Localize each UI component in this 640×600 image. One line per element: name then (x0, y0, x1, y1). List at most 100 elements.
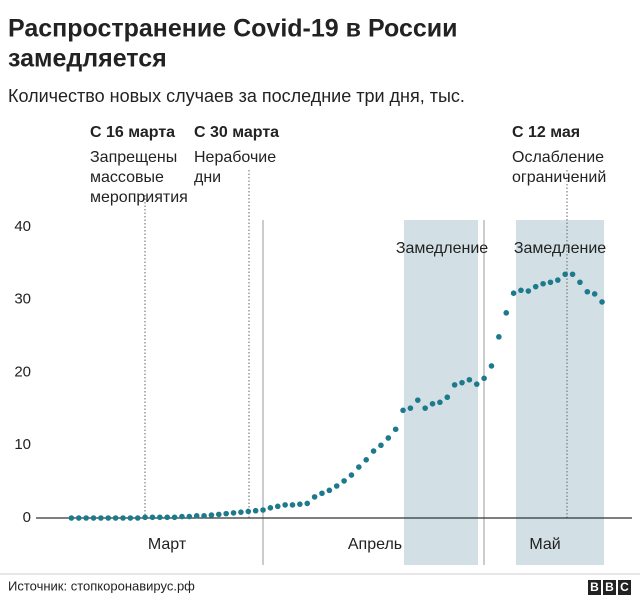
dot (201, 513, 207, 519)
dot (496, 334, 502, 340)
annotation-text: Запрещены (90, 149, 177, 166)
x-month-label: Март (148, 536, 187, 553)
dot (127, 515, 134, 521)
dot (385, 435, 392, 441)
dot (319, 490, 325, 497)
dot (481, 375, 487, 382)
annotation-text: дни (194, 169, 221, 186)
logo-letter: B (590, 580, 599, 594)
dot (437, 399, 443, 406)
dot (297, 501, 303, 507)
dot (105, 515, 112, 521)
dot (267, 505, 274, 511)
y-tick-label: 0 (23, 509, 31, 526)
dot (75, 515, 82, 521)
logo-box (603, 580, 616, 595)
band-label: Замедление (514, 240, 606, 257)
dot (120, 515, 126, 521)
logo-box (618, 580, 631, 595)
dot (577, 279, 583, 286)
dot (171, 514, 178, 521)
dot (304, 500, 311, 507)
dot (179, 513, 185, 520)
subtitle: Количество новых случаев за последние тр… (8, 86, 465, 106)
dot (149, 514, 156, 521)
x-month-label: Май (529, 536, 560, 553)
dot (532, 283, 539, 290)
dot (223, 510, 229, 517)
dot (547, 279, 554, 286)
dot (510, 290, 517, 297)
dot (90, 515, 97, 521)
dot (274, 503, 281, 510)
dot (157, 514, 163, 521)
dot (134, 515, 141, 521)
dot (333, 483, 340, 489)
dot (451, 382, 458, 388)
annotation-text: ограничений (512, 169, 606, 186)
dot (311, 494, 318, 500)
dot (407, 405, 414, 411)
dot (414, 397, 421, 403)
dot (540, 280, 546, 287)
logo-box (588, 580, 601, 595)
dot (444, 394, 451, 401)
y-tick-label: 30 (14, 291, 31, 308)
dot (429, 400, 436, 407)
annotation-text: Ослабление (512, 149, 604, 166)
slowdown-band (404, 220, 478, 565)
dot (356, 464, 362, 470)
dot (525, 288, 532, 294)
dot (98, 515, 104, 521)
y-tick-label: 10 (14, 436, 31, 453)
dot (230, 510, 237, 516)
band-label: Замедление (396, 240, 488, 257)
dot (216, 511, 222, 518)
dot (142, 514, 148, 521)
dot (208, 512, 215, 518)
title: Распространение Covid-19 в России (8, 15, 458, 43)
annotation-title: С 12 мая (512, 124, 580, 141)
logo-letter: C (620, 580, 629, 594)
annotation-text: Нерабочие (194, 149, 276, 166)
dot (193, 513, 200, 519)
source: Источник: стопкоронавирус.рф (8, 578, 195, 593)
dot (518, 287, 524, 294)
y-tick-label: 40 (14, 218, 31, 235)
dot (473, 381, 480, 387)
dot (370, 448, 377, 454)
dot (569, 271, 576, 278)
dot (68, 515, 75, 521)
dot (422, 405, 428, 411)
annotation-text: массовые (90, 169, 164, 186)
dot (459, 379, 465, 386)
logo-letter: B (605, 580, 614, 594)
dot (260, 507, 266, 513)
dot (466, 376, 473, 383)
dot (282, 502, 288, 508)
dot (245, 508, 252, 515)
annotation-title: С 30 марта (194, 124, 279, 141)
dot (555, 277, 561, 283)
dot (348, 472, 355, 478)
dot (363, 457, 370, 463)
y-tick-label: 20 (14, 363, 31, 380)
dot (252, 507, 259, 514)
dot (164, 514, 171, 521)
dot (83, 515, 89, 521)
dot (238, 509, 244, 515)
dot (599, 299, 605, 305)
x-month-label: Апрель (348, 536, 402, 553)
slowdown-band (516, 220, 604, 565)
dot (392, 426, 399, 433)
dot (584, 288, 591, 295)
dot (289, 502, 296, 508)
dot (591, 291, 598, 297)
dot (341, 478, 347, 484)
dot (400, 407, 406, 414)
title: замедляется (8, 45, 167, 73)
dot (378, 442, 384, 449)
annotation-text: мероприятия (90, 189, 188, 206)
dot (112, 515, 119, 521)
